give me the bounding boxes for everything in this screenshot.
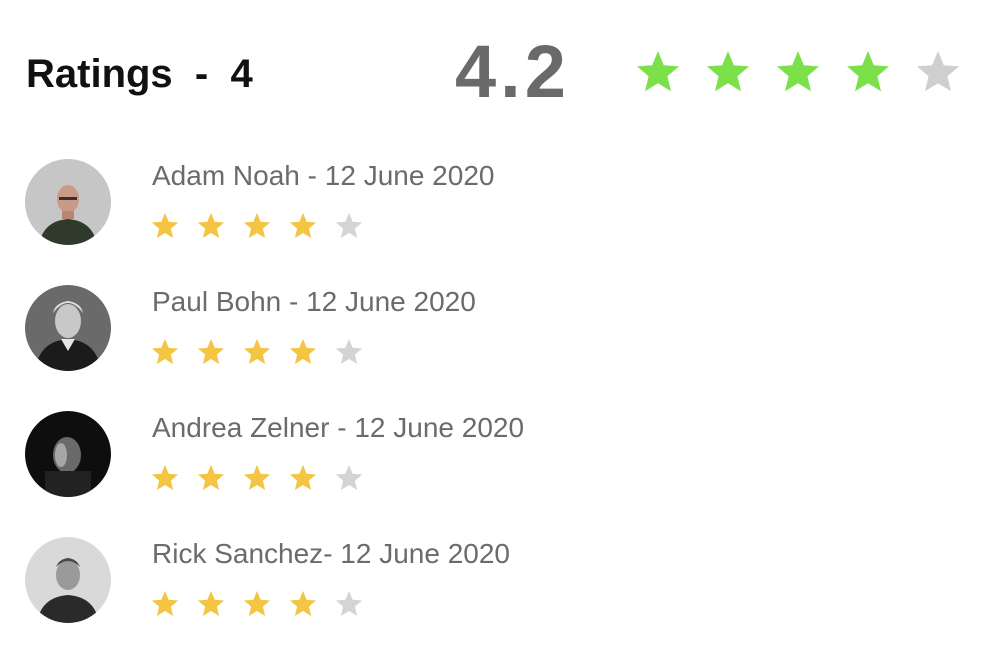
star-filled-icon (243, 212, 271, 238)
review-separator: - (323, 538, 341, 569)
star-empty-icon (335, 464, 363, 490)
star-filled-icon (151, 590, 179, 616)
avatar[interactable] (25, 411, 111, 497)
user-photo-icon (25, 411, 111, 497)
avatar[interactable] (25, 537, 111, 623)
star-filled-icon (197, 212, 225, 238)
ratings-count: 4 (230, 52, 253, 96)
ratings-separator: - (194, 52, 209, 96)
star-filled-icon (289, 464, 317, 490)
star-filled-icon (243, 590, 271, 616)
star-filled-icon (707, 51, 749, 92)
average-rating-stars (634, 48, 962, 96)
star-filled-icon (243, 338, 271, 364)
review-header: Andrea Zelner - 12 June 2020 (152, 411, 524, 445)
review-separator: - (281, 286, 307, 317)
review-separator: - (329, 412, 355, 443)
avatar[interactable] (25, 159, 111, 245)
review-header: Paul Bohn - 12 June 2020 (152, 285, 476, 319)
star-filled-icon (197, 338, 225, 364)
star-filled-icon (289, 338, 317, 364)
star-filled-icon (197, 590, 225, 616)
review-date: 12 June 2020 (324, 160, 495, 191)
user-photo-icon (25, 285, 111, 371)
star-empty-icon (335, 212, 363, 238)
star-filled-icon (197, 464, 225, 490)
ratings-label: Ratings (26, 52, 173, 96)
star-empty-icon (335, 338, 363, 364)
star-empty-icon (335, 590, 363, 616)
review-stars (150, 211, 364, 241)
review-date: 12 June 2020 (340, 538, 511, 569)
star-filled-icon (847, 51, 889, 92)
review-header: Adam Noah - 12 June 2020 (152, 159, 494, 193)
review-stars (150, 337, 364, 367)
reviewer-name: Paul Bohn (152, 286, 282, 317)
user-photo-icon (25, 159, 111, 245)
review-date: 12 June 2020 (354, 412, 525, 443)
star-filled-icon (243, 464, 271, 490)
review-header: Rick Sanchez- 12 June 2020 (152, 537, 510, 571)
review-item: Rick Sanchez- 12 June 2020 (0, 537, 988, 647)
star-empty-icon (917, 51, 959, 92)
star-filled-icon (151, 212, 179, 238)
average-rating-value: 4.2 (455, 30, 570, 113)
reviewer-name: Rick Sanchez (152, 538, 324, 569)
review-date: 12 June 2020 (306, 286, 476, 317)
review-item: Adam Noah - 12 June 2020 (0, 159, 988, 269)
star-filled-icon (289, 212, 317, 238)
review-item: Paul Bohn - 12 June 2020 (0, 285, 988, 395)
review-separator: - (299, 160, 325, 191)
reviewer-name: Adam Noah (152, 160, 300, 191)
review-stars (150, 463, 364, 493)
star-filled-icon (289, 590, 317, 616)
star-filled-icon (777, 51, 819, 92)
star-filled-icon (637, 51, 679, 92)
star-filled-icon (151, 338, 179, 364)
ratings-title: Ratings - 4 (26, 50, 253, 98)
avatar[interactable] (25, 285, 111, 371)
review-item: Andrea Zelner - 12 June 2020 (0, 411, 988, 521)
user-photo-icon (25, 537, 111, 623)
review-stars (150, 589, 364, 619)
reviewer-name: Andrea Zelner (152, 412, 330, 443)
star-filled-icon (151, 464, 179, 490)
